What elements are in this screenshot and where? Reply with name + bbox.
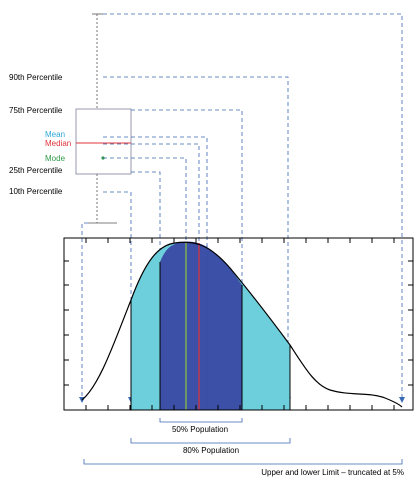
box-plot [75,13,132,224]
leader-25th [131,171,163,403]
bracket-limits [83,459,403,465]
band-50-percent [160,241,242,410]
plot-frame [63,237,414,411]
label-50-percent-population: 50% Population [172,425,228,434]
label-limits: Upper and lower Limit – truncated at 5% [261,468,404,477]
bracket-80-percent [130,438,291,444]
distribution-curve [81,241,403,408]
population-brackets [83,418,403,465]
leader-90th [103,76,291,403]
label-median: Median [45,139,71,148]
label-mode: Mode [45,154,66,163]
percentile-labels: 90th Percentile 75th Percentile Mean Med… [9,73,71,196]
leader-10th [103,191,134,403]
label-80-percent-population: 80% Population [183,446,239,455]
distribution-plot [81,241,403,410]
label-90th-percentile: 90th Percentile [9,73,63,82]
label-mean: Mean [45,130,65,139]
leader-lower-limit [79,222,88,403]
interquartile-box [75,108,132,175]
label-75th-percentile: 75th Percentile [9,106,63,115]
bracket-50-percent [159,418,243,423]
label-25th-percentile: 25th Percentile [9,166,63,175]
leader-upper-limit [103,13,405,403]
label-10th-percentile: 10th Percentile [9,187,63,196]
plot-border [63,237,414,411]
